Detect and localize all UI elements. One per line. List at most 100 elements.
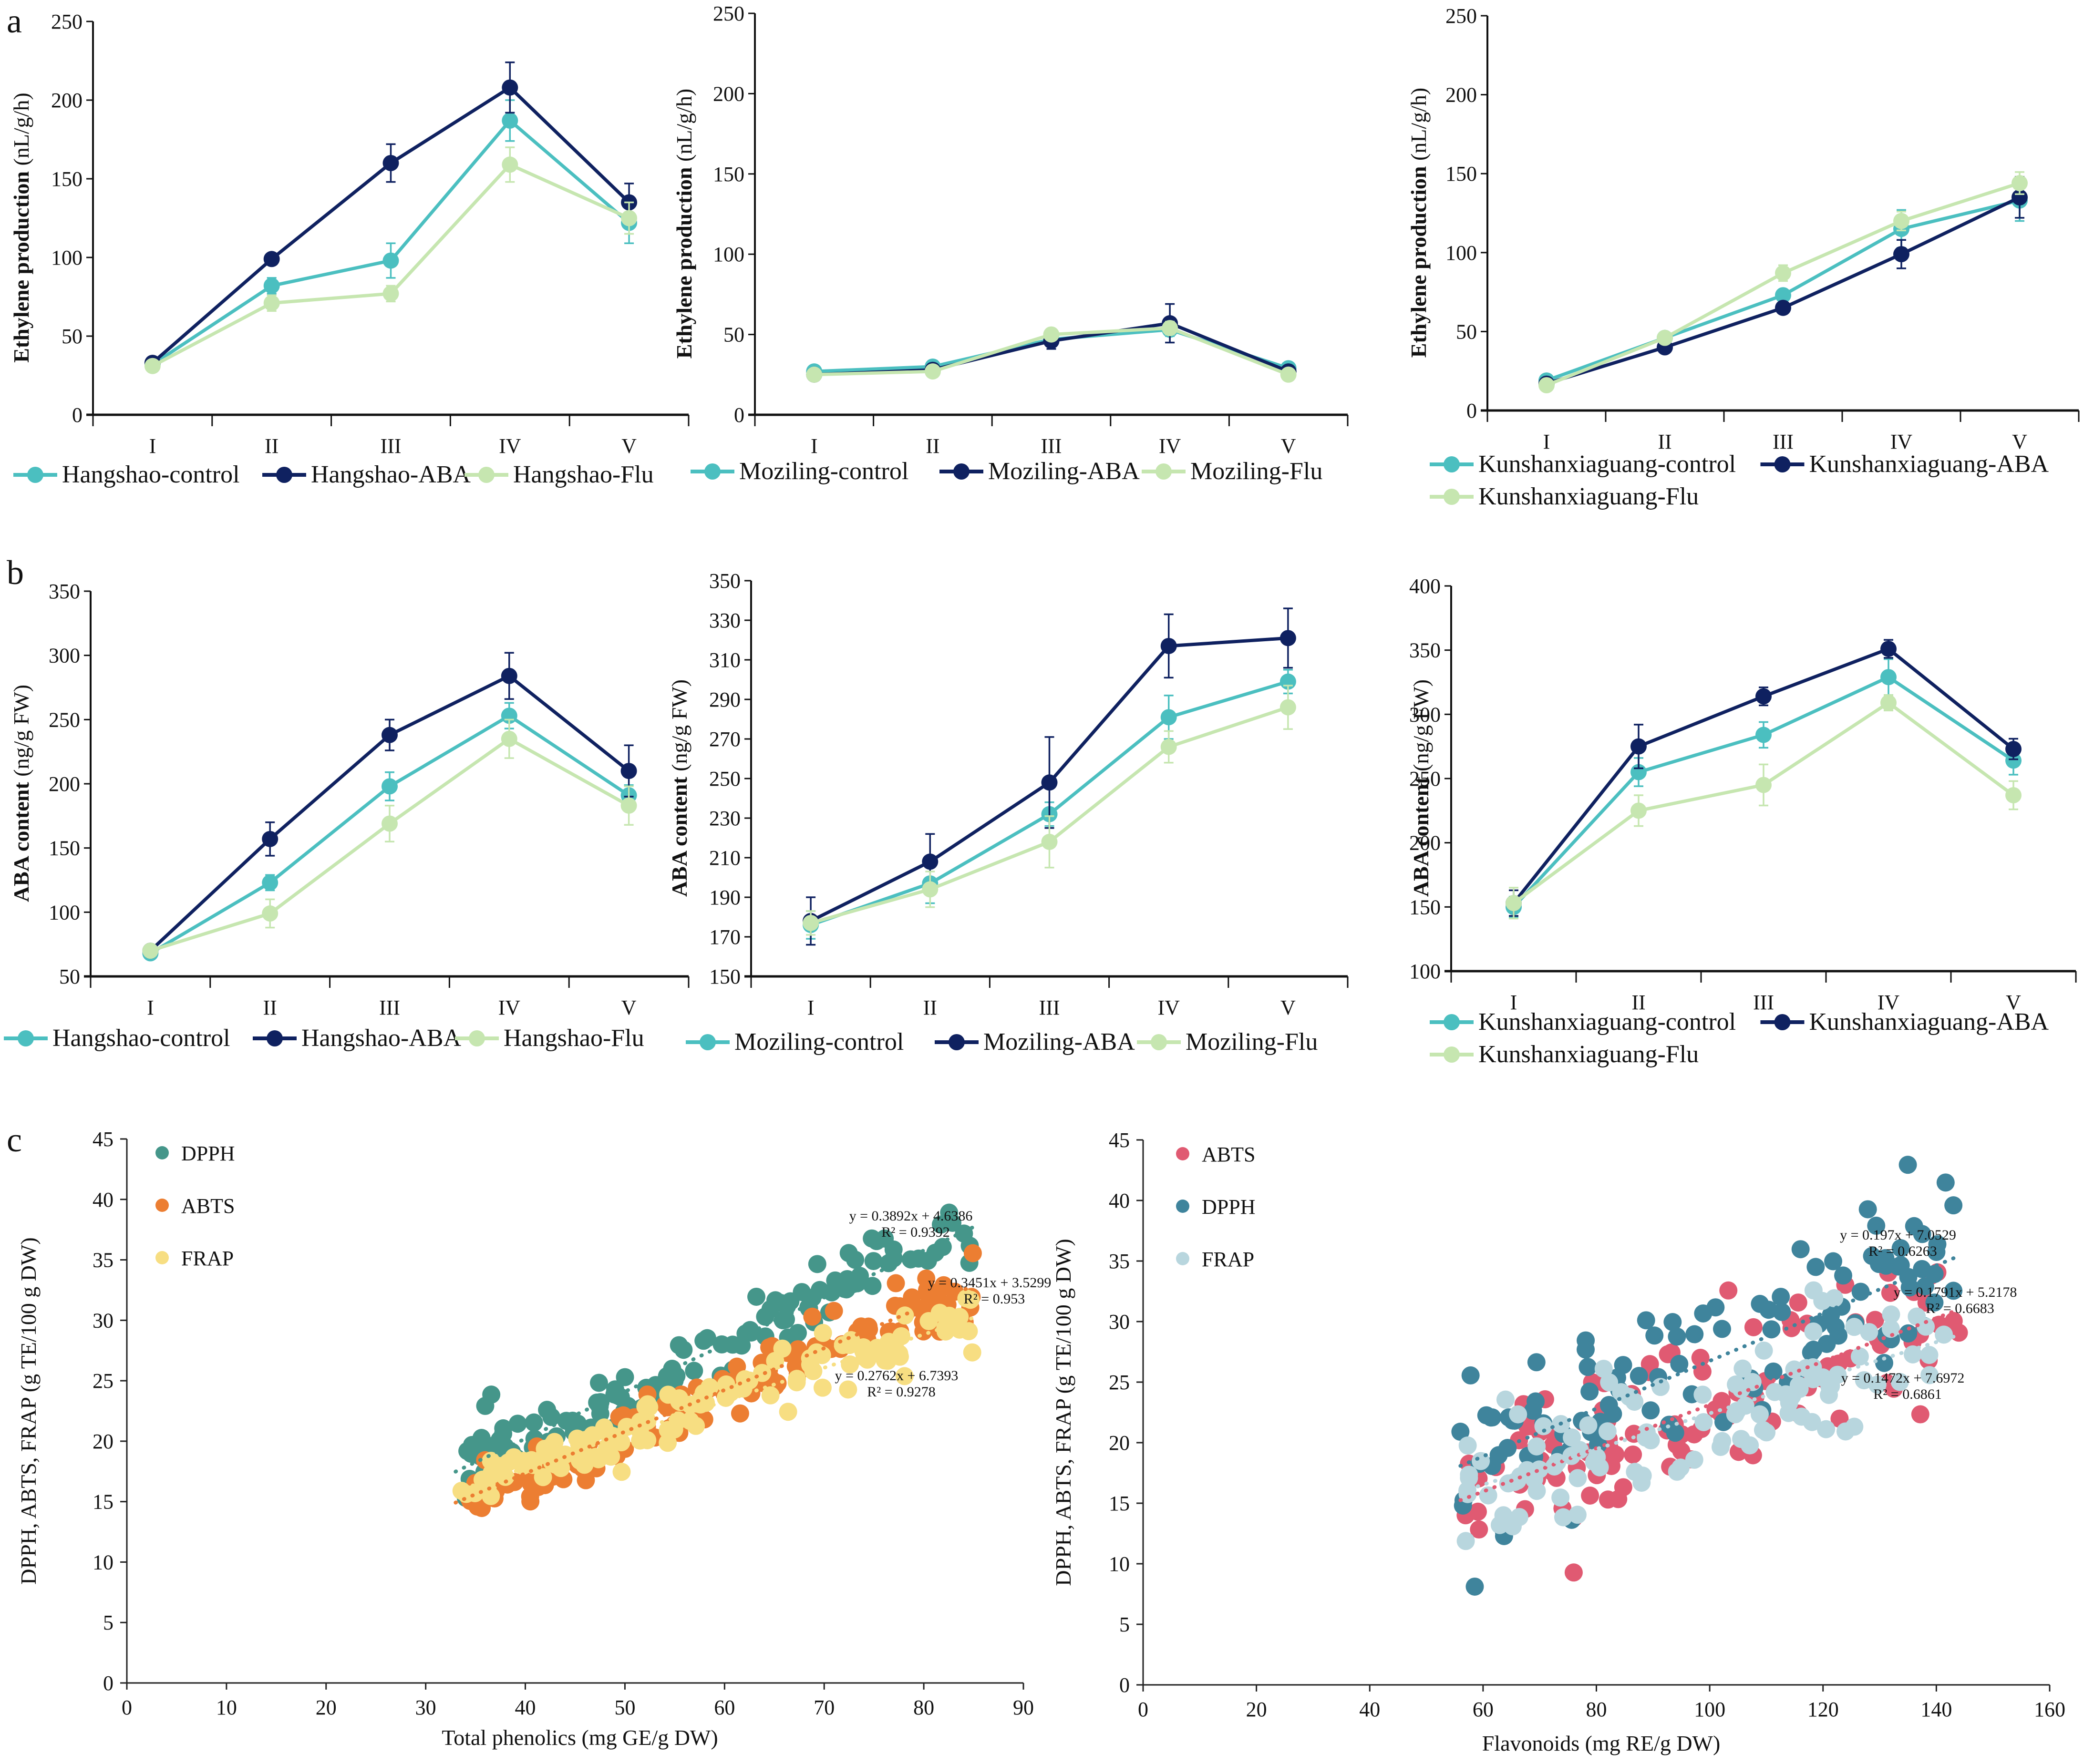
x-tick-label: V <box>621 434 637 458</box>
x-tick-label: 140 <box>1920 1698 1952 1721</box>
data-point <box>1538 377 1555 394</box>
y-tick-label: 15 <box>1109 1492 1130 1515</box>
data-point <box>382 252 399 269</box>
series-line <box>150 737 630 953</box>
scatter-point <box>1479 1486 1497 1505</box>
scatter-point <box>1588 1448 1606 1467</box>
scatter-point <box>1581 1486 1599 1505</box>
y-tick-label: 310 <box>709 648 741 672</box>
y-tick-label: 210 <box>709 846 741 870</box>
scatter-point <box>1762 1320 1781 1339</box>
scatter-point <box>957 1289 976 1308</box>
scatter-point <box>931 1215 950 1234</box>
legend-marker <box>1444 489 1460 505</box>
x-tick-label: III <box>1039 996 1060 1019</box>
chart-c1: 0 5 10 15 20 25 30 35 40 45 0 10 20 30 40 50 60 70 80 90 Tot… <box>16 1128 1051 1750</box>
scatter-point <box>1641 1401 1660 1420</box>
y-tick-label: 200 <box>51 89 83 112</box>
x-tick-label: I <box>807 996 815 1019</box>
x-tick-label: 60 <box>1473 1698 1494 1721</box>
legend-label: Kunshanxiaguang-ABA <box>1809 451 2049 478</box>
data-point <box>263 295 280 311</box>
data-point <box>263 277 280 294</box>
scatter-point <box>521 1492 540 1511</box>
legend-item: Hangshao-ABA <box>253 1025 462 1052</box>
x-tick-label: V <box>2012 430 2027 453</box>
legend-item: Moziling-ABA <box>939 458 1140 485</box>
y-axis-title-main: ABA content <box>1409 771 1433 897</box>
scatter-point <box>1465 1577 1484 1596</box>
legend-label: Moziling-ABA <box>983 1028 1135 1056</box>
scatter-point <box>803 1307 822 1326</box>
legend-label: FRAP <box>181 1247 234 1270</box>
data-point <box>502 156 518 173</box>
scatter-point <box>674 1341 693 1359</box>
data-point <box>1160 709 1177 726</box>
data-point <box>620 797 637 814</box>
scatter-point <box>1920 1366 1939 1385</box>
legend-marker <box>267 1030 283 1046</box>
scatter-point <box>1806 1258 1825 1276</box>
scatter-point <box>723 1335 742 1354</box>
scatter-point <box>1898 1156 1917 1174</box>
data-point <box>1880 695 1897 711</box>
scatter-point <box>1458 1481 1477 1500</box>
data-point <box>1893 213 1909 229</box>
panel-label-c: c <box>7 1121 22 1159</box>
x-tick-label: I <box>149 434 156 458</box>
scatter-point <box>452 1481 471 1500</box>
scatter-point <box>1936 1173 1955 1192</box>
legend: Kunshanxiaguang-control Kunshanxiaguang-A… <box>1430 1008 2049 1068</box>
legend-item: Hangshao-control <box>4 1025 230 1052</box>
legend-item: Hangshao-ABA <box>262 461 471 488</box>
y-tick-label: 50 <box>723 323 744 347</box>
scatter-point <box>522 1451 541 1469</box>
scatter-point <box>1863 1247 1881 1265</box>
legend-item: DPPH <box>155 1142 235 1165</box>
y-tick-label: 400 <box>1409 574 1441 598</box>
y-tick-label: 50 <box>1456 320 1477 343</box>
scatter-point <box>597 1423 616 1442</box>
scatter-point <box>779 1403 797 1421</box>
data-point <box>1280 366 1297 383</box>
legend-label: Hangshao-ABA <box>301 1025 462 1052</box>
y-tick-label: 0 <box>1466 399 1477 422</box>
series-Flu <box>1538 171 2028 394</box>
y-tick-label: 200 <box>713 82 744 105</box>
scatter-point <box>1711 1437 1730 1456</box>
legend-item: Kunshanxiaguang-ABA <box>1760 1008 2049 1036</box>
x-tick-label: II <box>923 996 937 1019</box>
legend-marker <box>1774 456 1791 472</box>
y-tick-label: 35 <box>93 1249 113 1272</box>
scatter-point <box>936 1322 955 1341</box>
legend: Moziling-control Moziling-ABA Moziling-Flu <box>691 458 1322 485</box>
scatter-point <box>761 1386 780 1405</box>
legend-marker <box>276 467 292 483</box>
scatter-point <box>1891 1239 1910 1258</box>
data-point <box>501 667 517 684</box>
trendline-frap <box>1458 1333 1961 1494</box>
y-tick-label: 5 <box>103 1611 113 1634</box>
scatter-point <box>568 1429 587 1448</box>
trendline-equation: y = 0.2762x + 6.7393 <box>835 1368 959 1384</box>
scatter-point <box>886 1337 904 1356</box>
scatter-point <box>903 1288 921 1307</box>
scatter-point <box>825 1302 843 1320</box>
x-axis-title: Total phenolics (mg GE/g DW) <box>442 1725 718 1750</box>
x-tick-label: II <box>1631 991 1645 1014</box>
y-tick-label: 150 <box>713 163 744 186</box>
chart-c2: 0 5 10 15 20 25 30 35 40 45 0 20 40 60 80 100 120 140 160 F… <box>1051 1128 2065 1755</box>
series-frap <box>452 1289 981 1506</box>
y-axis-title-unit: (ng/g FW) <box>9 685 33 777</box>
y-tick-label: 300 <box>1409 703 1441 726</box>
legend-marker <box>1444 456 1460 472</box>
x-tick-label: V <box>2006 991 2021 1014</box>
data-point <box>382 815 398 832</box>
x-tick-label: V <box>621 996 637 1019</box>
y-tick-label: 10 <box>93 1550 113 1574</box>
series-ABA <box>803 607 1296 946</box>
scatter-point <box>1468 1502 1487 1521</box>
scatter-point <box>1577 1331 1595 1350</box>
